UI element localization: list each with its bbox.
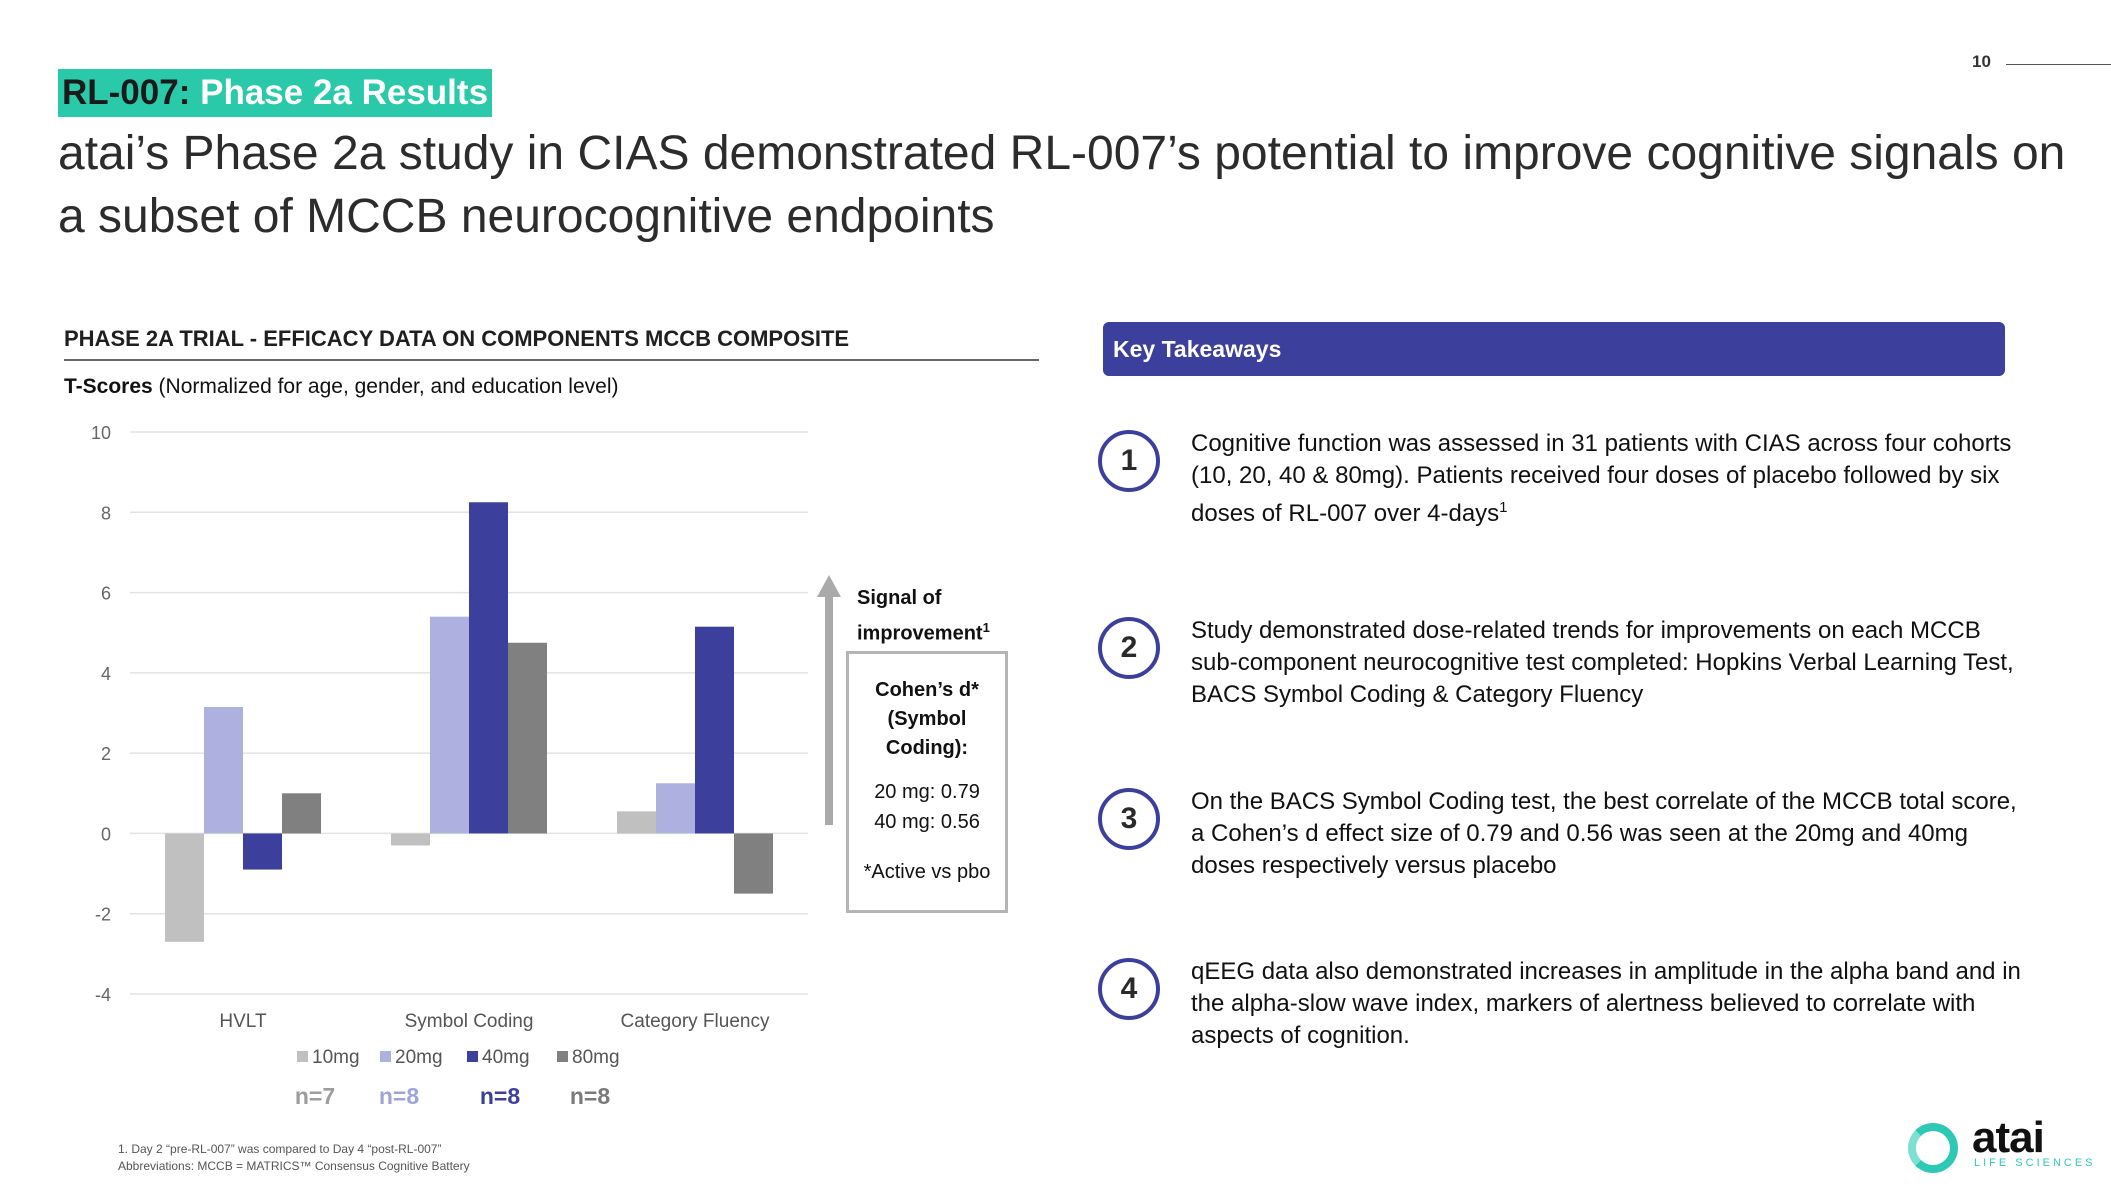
takeaway-number-badge: 4 bbox=[1098, 958, 1160, 1020]
takeaway-text: On the BACS Symbol Coding test, the best… bbox=[1191, 788, 2017, 879]
y-tick-label: 8 bbox=[101, 503, 111, 523]
signal-label-line2: improvement bbox=[857, 622, 983, 645]
x-tick-label: Symbol Coding bbox=[405, 1011, 534, 1032]
y-tick-label: 6 bbox=[101, 584, 111, 604]
bar bbox=[391, 833, 430, 846]
takeaway-number-badge: 1 bbox=[1098, 430, 1160, 492]
footnote-abbreviations: Abbreviations: MCCB = MATRICS™ Consensus… bbox=[118, 1159, 470, 1173]
footnote-1: 1. Day 2 “pre-RL-007” was compared to Da… bbox=[118, 1142, 442, 1156]
chart-heading-rule bbox=[64, 359, 1039, 361]
cohens-d-40mg: 40 mg: 0.56 bbox=[874, 811, 980, 833]
sample-size-label: n=8 bbox=[379, 1083, 419, 1109]
signal-of-improvement-label: Signal of improvement1 bbox=[857, 583, 990, 649]
page-number: 10 bbox=[1972, 52, 1991, 71]
takeaway-number-badge: 2 bbox=[1098, 617, 1160, 679]
chart-heading: PHASE 2A TRIAL - EFFICACY DATA ON COMPON… bbox=[64, 326, 850, 351]
takeaway-number-badge: 3 bbox=[1098, 788, 1160, 850]
y-tick-label: -4 bbox=[95, 985, 111, 1005]
atai-logo: atai LIFE SCIENCES bbox=[1908, 1113, 2108, 1177]
cohens-d-note: *Active vs pbo bbox=[863, 861, 991, 883]
cohens-d-20mg: 20 mg: 0.79 bbox=[874, 781, 980, 803]
y-tick-label: 10 bbox=[91, 423, 111, 443]
page-headline: atai’s Phase 2a study in CIAS demonstrat… bbox=[58, 127, 2066, 243]
footnotes: 1. Day 2 “pre-RL-007” was compared to Da… bbox=[118, 1141, 470, 1175]
bar bbox=[165, 833, 204, 942]
bar bbox=[282, 793, 321, 834]
legend-swatch bbox=[297, 1051, 308, 1062]
legend-swatch bbox=[467, 1051, 478, 1062]
bar bbox=[734, 833, 773, 894]
y-tick-label: 0 bbox=[101, 824, 111, 844]
sample-size-label: n=8 bbox=[480, 1083, 520, 1109]
legend-label: 80mg bbox=[572, 1047, 620, 1068]
sample-size-label: n=8 bbox=[570, 1083, 610, 1109]
legend-label: 40mg bbox=[482, 1047, 530, 1068]
cohens-d-box: Cohen’s d* (Symbol Coding): 20 mg: 0.79 … bbox=[846, 651, 1008, 913]
y-tick-label: 2 bbox=[101, 744, 111, 764]
bar bbox=[430, 616, 469, 834]
bar bbox=[243, 833, 282, 870]
legend-label: 20mg bbox=[395, 1047, 443, 1068]
legend-swatch bbox=[380, 1051, 391, 1062]
signal-label-sup: 1 bbox=[982, 620, 990, 635]
legend-label: 10mg bbox=[312, 1047, 360, 1068]
tscores-note: (Normalized for age, gender, and educati… bbox=[152, 375, 619, 398]
bar bbox=[656, 783, 695, 834]
bar bbox=[204, 706, 243, 834]
tag-code: RL-007: bbox=[62, 73, 191, 112]
takeaway-text: Cognitive function was assessed in 31 pa… bbox=[1191, 430, 2012, 527]
tscores-label: T-Scores (Normalized for age, gender, an… bbox=[64, 375, 619, 399]
signal-label-line1: Signal of bbox=[857, 587, 942, 609]
bar bbox=[469, 502, 508, 834]
key-takeaways-header: Key Takeaways bbox=[1103, 322, 2005, 376]
bar bbox=[695, 626, 734, 834]
sample-size-label: n=7 bbox=[295, 1083, 335, 1109]
cohens-d-title: Cohen’s d* (Symbol Coding): bbox=[875, 679, 979, 759]
logo-ring-icon bbox=[1908, 1123, 1958, 1173]
takeaway-text: Study demonstrated dose-related trends f… bbox=[1191, 617, 2014, 708]
logo-subtitle: LIFE SCIENCES bbox=[1974, 1157, 2096, 1169]
tag-title: Phase 2a Results bbox=[190, 73, 489, 112]
logo-wordmark: atai bbox=[1972, 1113, 2045, 1162]
tscores-title: T-Scores bbox=[64, 375, 153, 398]
y-tick-label: 4 bbox=[101, 664, 111, 684]
efficacy-bar-chart: 10 8 6 4 2 0 -2 -4 HVLT Symbol Coding Category Flu… bbox=[91, 423, 808, 1109]
bar bbox=[617, 811, 656, 834]
y-tick-label: -2 bbox=[95, 905, 111, 925]
section-tag: RL-007: Phase 2a Results bbox=[58, 69, 493, 117]
takeaway-text: qEEG data also demonstrated increases in… bbox=[1191, 958, 2021, 1049]
bar bbox=[508, 642, 547, 834]
improvement-arrow-icon bbox=[817, 575, 841, 827]
x-tick-label: HVLT bbox=[219, 1011, 267, 1032]
takeaway-footnote-ref: 1 bbox=[1499, 499, 1508, 516]
x-tick-label: Category Fluency bbox=[621, 1011, 770, 1032]
page-number-rule bbox=[2006, 64, 2111, 65]
legend-swatch bbox=[557, 1051, 568, 1062]
